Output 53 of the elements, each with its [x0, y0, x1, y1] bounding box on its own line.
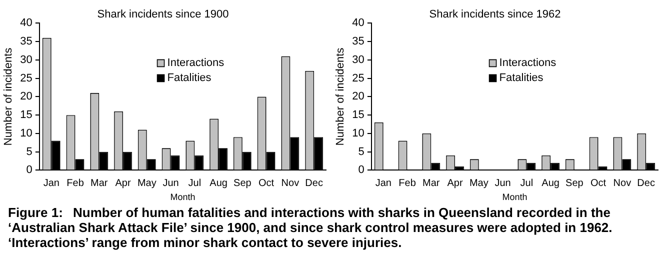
x-tick-label: Jul	[188, 178, 202, 189]
chart-title: Shark incidents since 1962	[429, 8, 561, 21]
y-tick-label: 25	[20, 72, 32, 84]
x-tick-label: Aug	[542, 178, 560, 189]
x-tick-label: Sep	[566, 178, 584, 189]
y-tick-label: 25	[352, 72, 364, 84]
x-axis-title: Month	[502, 192, 528, 202]
x-tick-label: Mar	[422, 178, 440, 189]
y-tick-label: 40	[20, 17, 32, 30]
x-tick-label: Apr	[115, 178, 132, 189]
y-tick-label: 30	[352, 54, 364, 66]
y-tick-label: 0	[358, 164, 364, 176]
x-tick-label: Jul	[520, 178, 534, 189]
chart-title: Shark incidents since 1900	[97, 8, 229, 21]
x-tick-label: Dec	[305, 178, 323, 189]
x-tick-label: Jan	[43, 178, 60, 189]
x-tick-label: Oct	[590, 178, 606, 189]
legend-label: Fatalities	[499, 72, 544, 84]
legend-label: Fatalities	[167, 72, 212, 84]
y-tick-label: 10	[352, 127, 364, 140]
x-tick-label: Oct	[258, 178, 274, 189]
x-axis-title: Month	[170, 192, 196, 202]
x-tick-label: Nov	[613, 178, 632, 189]
y-tick-label: 15	[20, 109, 32, 122]
legend-label: Interactions	[167, 57, 225, 70]
y-tick-label: 20	[20, 90, 32, 103]
y-tick-label: 30	[20, 54, 32, 66]
legend-label: Interactions	[499, 57, 557, 70]
x-tick-label: Aug	[210, 178, 228, 189]
y-tick-label: 10	[20, 127, 32, 140]
x-tick-label: May	[137, 178, 156, 189]
x-tick-label: May	[469, 178, 488, 189]
x-tick-label: Apr	[447, 178, 464, 189]
y-axis-title: Number of incidents	[2, 47, 15, 146]
y-tick-label: 35	[20, 36, 32, 48]
y-tick-label: 15	[352, 109, 364, 122]
y-tick-label: 40	[352, 17, 364, 30]
caption: Figure 1: Number of human fatalities and interactions with sharks in Queensland recorded in the ‘Australian Shark Attack File’ since 1900, and since shark control measures were adopted in 1962. ‘Interactions’ range from minor shark contact to severe injuries.	[7, 204, 614, 250]
y-tick-label: 20	[352, 90, 364, 103]
x-tick-label: Jun	[162, 178, 179, 189]
x-tick-label: Feb	[398, 178, 416, 189]
y-tick-label: 5	[26, 146, 32, 158]
x-tick-label: Jun	[494, 178, 511, 189]
x-tick-label: Dec	[637, 178, 655, 189]
x-tick-label: Feb	[66, 178, 84, 189]
y-tick-label: 0	[26, 164, 32, 176]
y-axis-title: Number of incidents	[334, 47, 347, 146]
x-tick-label: Mar	[90, 178, 108, 189]
x-tick-label: Sep	[234, 178, 252, 189]
x-tick-label: Nov	[281, 178, 300, 189]
x-tick-label: Jan	[375, 178, 392, 189]
y-tick-label: 35	[352, 36, 364, 48]
y-tick-label: 5	[358, 146, 364, 158]
